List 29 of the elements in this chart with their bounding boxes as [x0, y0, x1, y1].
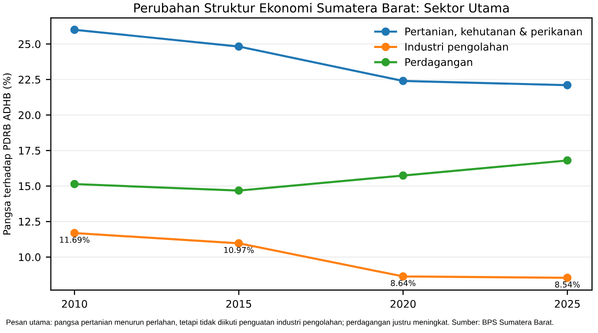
point — [563, 156, 572, 165]
x-tick-label: 2025 — [554, 300, 580, 308]
point — [234, 42, 243, 51]
point — [70, 26, 79, 34]
point — [70, 180, 79, 188]
data-label: 8.54% — [555, 281, 580, 288]
point — [234, 186, 243, 195]
y-tick-label: 15.0 — [19, 182, 40, 190]
point — [398, 171, 408, 180]
data-label: 8.64% — [390, 280, 416, 286]
y-tick-label: 22.5 — [18, 76, 40, 84]
data-label: 10.97% — [224, 246, 254, 254]
y-tick-label: 20.0 — [18, 111, 40, 120]
point — [398, 76, 408, 86]
x-tick-label: 2020 — [390, 300, 416, 308]
y-tick-label: 17.5 — [19, 146, 40, 155]
x-tick-label: 2010 — [62, 300, 88, 308]
y-tick-label: 12.5 — [19, 218, 40, 226]
chart-title: Perubahan Struktur Ekonomi Sumatera Barat: Sektor Utama — [134, 2, 509, 13]
data-label: 11.69% — [60, 236, 90, 243]
y-tick-label: 10.0 — [19, 253, 40, 262]
legend-label: Pertanian, kehutanan & perikanan — [405, 27, 582, 38]
x-tick-label: 2015 — [226, 300, 252, 308]
y-tick-label: 25.0 — [18, 40, 40, 48]
legend-label: Industri pengolahan — [405, 42, 508, 53]
legend-label: Perdagangan — [405, 58, 472, 68]
point — [563, 81, 572, 90]
point — [563, 274, 572, 282]
y-axis-title: Pangsa terhadap PDRB ADHB (%) — [2, 73, 12, 234]
